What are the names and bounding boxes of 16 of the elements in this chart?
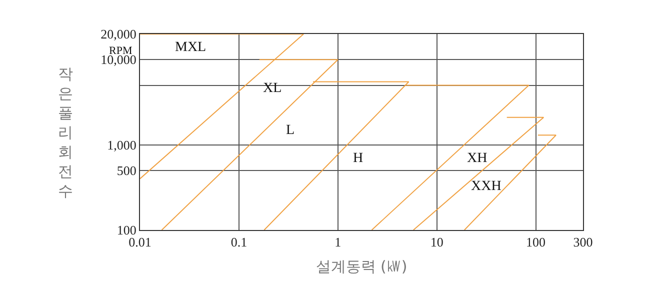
annotation: L (286, 123, 295, 138)
annotation: H (353, 151, 364, 166)
x-tick-label: 100 (526, 234, 546, 250)
x-axis-title: 설계동력 (㎾) (316, 258, 408, 276)
text: RPM (109, 45, 132, 57)
y-tick-label: 1,000 (107, 137, 136, 152)
y-tick-label: 20,000 (100, 26, 136, 42)
x-tick-label: 300 (573, 234, 593, 250)
x-tick-label: 0.1 (230, 234, 248, 250)
y-axis-title: 작은풀리회전수 (58, 65, 73, 200)
annotation: XH (467, 151, 488, 166)
x-tick-label: 10 (430, 234, 444, 250)
annotation: XXH (471, 179, 502, 194)
y-tick-label: 500 (116, 163, 136, 178)
annotation: MXL (175, 40, 206, 55)
x-tick-label: 1 (334, 234, 342, 250)
